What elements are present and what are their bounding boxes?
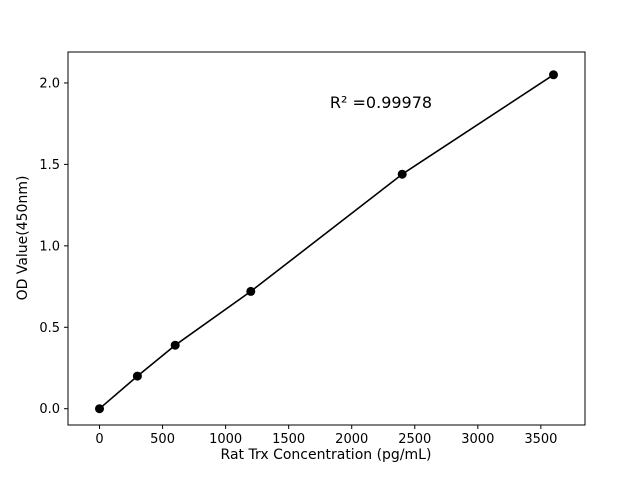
data-point [549,70,558,80]
y-tick-label: 1.5 [39,158,60,173]
y-tick-label: 0.5 [39,321,60,336]
data-point [132,371,142,381]
fit-line [98,74,554,410]
data-point [246,286,256,296]
x-tick-label: 1500 [272,432,305,447]
x-tick-label: 1000 [209,432,242,447]
x-tick-label: 0 [95,432,103,447]
x-tick-label: 500 [150,432,175,447]
chart-plot-area: 0 500 1000 1500 2000 2500 3000 3500 0.0 0.5 1.0 1.5… [39,51,586,447]
data-point [95,404,104,414]
x-axis-label: Rat Trx Concentration (pg/mL) [221,447,432,463]
axes-frame [67,51,586,426]
y-tick-label: 1.0 [39,239,60,254]
x-tick-label: 2000 [335,432,368,447]
x-tick-label: 3000 [461,432,494,447]
y-axis-label: OD Value(450nm) [15,176,31,301]
y-tick-label: 2.0 [39,76,60,91]
y-tick-label: 0.0 [39,402,60,417]
x-tick-label: 2500 [398,432,431,447]
x-tick-label: 3500 [524,432,557,447]
r-squared-annotation: R² =0.99978 [330,93,432,112]
data-point [397,169,407,179]
data-point [170,340,180,350]
